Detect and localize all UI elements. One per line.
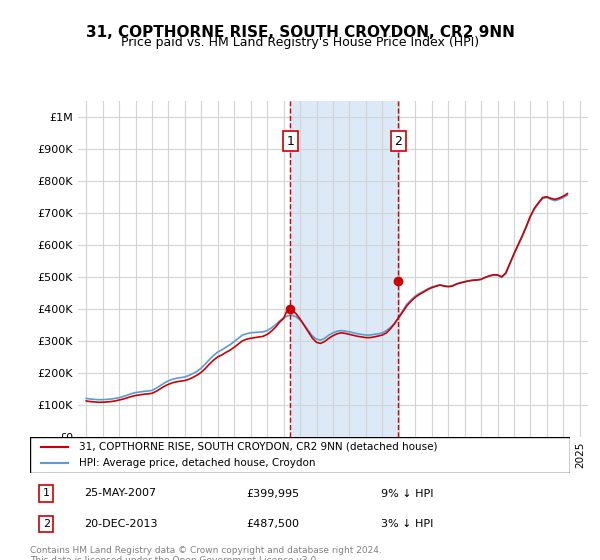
FancyBboxPatch shape <box>30 437 570 473</box>
Text: 3% ↓ HPI: 3% ↓ HPI <box>381 519 433 529</box>
Text: £399,995: £399,995 <box>246 488 299 498</box>
Text: HPI: Average price, detached house, Croydon: HPI: Average price, detached house, Croy… <box>79 458 315 468</box>
Text: £487,500: £487,500 <box>246 519 299 529</box>
Text: 25-MAY-2007: 25-MAY-2007 <box>84 488 156 498</box>
Text: 2: 2 <box>43 519 50 529</box>
Text: 1: 1 <box>286 134 294 148</box>
Text: 9% ↓ HPI: 9% ↓ HPI <box>381 488 433 498</box>
Text: 31, COPTHORNE RISE, SOUTH CROYDON, CR2 9NN: 31, COPTHORNE RISE, SOUTH CROYDON, CR2 9… <box>86 25 514 40</box>
Text: Price paid vs. HM Land Registry's House Price Index (HPI): Price paid vs. HM Land Registry's House … <box>121 36 479 49</box>
Text: 20-DEC-2013: 20-DEC-2013 <box>84 519 157 529</box>
Text: Contains HM Land Registry data © Crown copyright and database right 2024.
This d: Contains HM Land Registry data © Crown c… <box>30 546 382 560</box>
Text: 1: 1 <box>43 488 50 498</box>
Text: 31, COPTHORNE RISE, SOUTH CROYDON, CR2 9NN (detached house): 31, COPTHORNE RISE, SOUTH CROYDON, CR2 9… <box>79 442 437 452</box>
Bar <box>290 101 398 437</box>
Text: 2: 2 <box>394 134 402 148</box>
